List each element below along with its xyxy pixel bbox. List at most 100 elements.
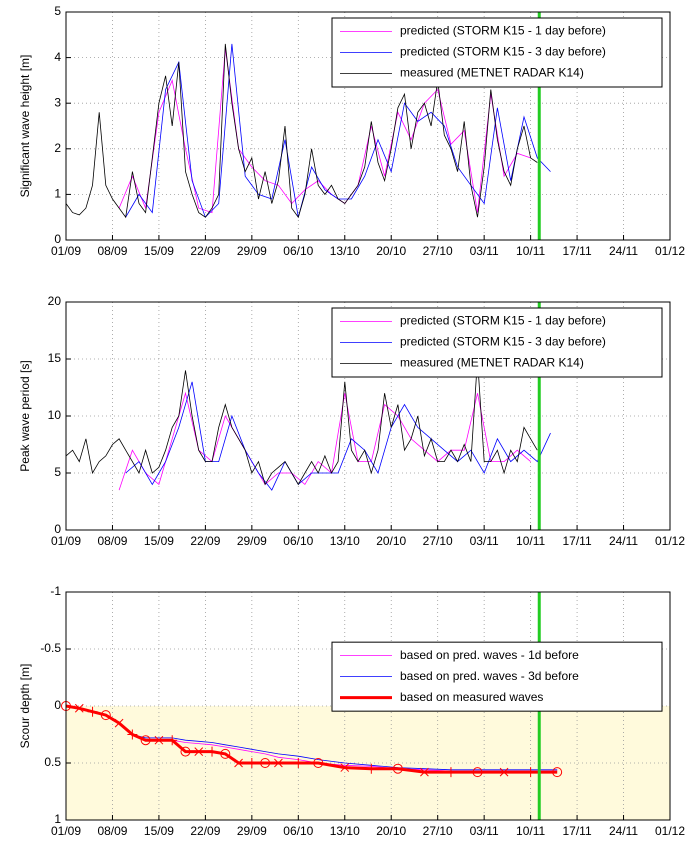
y-tick-label: 15 (48, 351, 62, 365)
x-tick-label: 08/09 (97, 534, 127, 548)
x-tick-label: 13/10 (330, 534, 360, 548)
x-tick-label: 22/09 (190, 534, 220, 548)
y-tick-label: 0 (54, 522, 61, 536)
axes-frame (65, 591, 671, 821)
x-tick-label: 15/09 (144, 824, 174, 838)
legend-label: based on pred. waves - 1d before (400, 648, 579, 662)
legend-label: predicted (STORM K15 - 3 day before) (400, 335, 606, 349)
legend-label: measured (METNET RADAR K14) (400, 66, 584, 80)
marker (127, 729, 138, 740)
series-line (65, 358, 538, 486)
y-tick-label: 3 (54, 95, 61, 109)
x-tick-label: 03/11 (470, 244, 499, 258)
y-tick-label: -1 (50, 584, 61, 598)
x-tick-label: 10/11 (516, 244, 545, 258)
x-tick-label: 29/09 (237, 244, 267, 258)
marker (154, 735, 164, 745)
x-tick-label: 22/09 (190, 244, 220, 258)
y-tick-label: 20 (48, 294, 62, 308)
marker (140, 735, 151, 746)
marker (499, 767, 509, 777)
x-tick-label: 17/11 (563, 534, 592, 548)
x-tick-label: 27/10 (423, 244, 453, 258)
y-tick-label: 4 (54, 50, 61, 64)
x-tick-label: 06/10 (283, 534, 313, 548)
legend-label: based on pred. waves - 3d before (400, 669, 579, 683)
y-tick-label: 1 (54, 187, 61, 201)
marker (472, 767, 483, 778)
marker (246, 758, 257, 768)
marker (234, 758, 243, 768)
marker (167, 735, 178, 746)
x-tick-label: 01/12 (655, 824, 685, 838)
x-tick-label: 03/11 (470, 824, 499, 838)
marker (180, 746, 191, 757)
y-tick-label: 0 (54, 232, 61, 246)
y-tick-label: 0 (54, 698, 61, 712)
marker (420, 767, 429, 777)
x-tick-label: 29/09 (237, 534, 267, 548)
y-tick-label: -0.5 (40, 641, 61, 655)
x-tick-label: 17/11 (563, 824, 592, 838)
x-tick-label: 01/09 (51, 244, 81, 258)
marker (207, 746, 218, 757)
x-tick-label: 27/10 (423, 824, 453, 838)
legend-label: predicted (STORM K15 - 3 day before) (400, 45, 606, 59)
x-tick-label: 01/09 (51, 534, 81, 548)
marker (260, 758, 271, 768)
x-tick-label: 20/10 (376, 244, 406, 258)
marker (525, 767, 536, 778)
marker (220, 748, 231, 759)
y-axis-label: Peak wave period [s] (18, 360, 32, 471)
marker (114, 718, 124, 728)
marker (74, 703, 84, 713)
x-tick-label: 03/11 (470, 534, 499, 548)
x-tick-label: 17/11 (563, 244, 592, 258)
y-tick-label: 1 (54, 812, 61, 826)
series-line (118, 48, 531, 214)
x-tick-label: 29/09 (237, 824, 267, 838)
marker (100, 710, 111, 721)
legend-label: based on measured waves (400, 690, 543, 704)
marker (366, 763, 377, 774)
x-tick-label: 20/10 (376, 824, 406, 838)
marker (313, 758, 324, 768)
x-tick-label: 01/12 (655, 244, 685, 258)
x-tick-label: 24/11 (609, 824, 638, 838)
series-line (65, 704, 558, 774)
x-tick-label: 01/09 (51, 824, 81, 838)
marker (87, 706, 98, 717)
x-tick-label: 20/10 (376, 534, 406, 548)
marker (445, 767, 456, 778)
legend-label: predicted (STORM K15 - 1 day before) (400, 24, 606, 38)
marker (340, 763, 350, 772)
series-line (65, 43, 538, 219)
series-line (125, 381, 551, 491)
x-tick-label: 10/11 (516, 824, 545, 838)
x-tick-label: 08/09 (97, 824, 127, 838)
x-tick-label: 24/11 (609, 534, 638, 548)
x-tick-label: 22/09 (190, 824, 220, 838)
y-axis-label: Significant wave height [m] (18, 55, 32, 198)
y-tick-label: 5 (54, 465, 61, 479)
y-tick-label: 0.5 (44, 755, 61, 769)
marker (392, 763, 403, 774)
axes-frame (65, 11, 671, 241)
y-tick-label: 2 (54, 141, 61, 155)
x-tick-label: 08/09 (97, 244, 127, 258)
x-tick-label: 13/10 (330, 824, 360, 838)
legend-label: measured (METNET RADAR K14) (400, 356, 584, 370)
marker (194, 747, 204, 756)
y-tick-label: 5 (54, 4, 61, 18)
shaded-region (66, 706, 670, 820)
x-tick-label: 27/10 (423, 534, 453, 548)
x-tick-label: 15/09 (144, 244, 174, 258)
x-tick-label: 24/11 (609, 244, 638, 258)
x-tick-label: 06/10 (283, 824, 313, 838)
x-tick-label: 13/10 (330, 244, 360, 258)
y-tick-label: 10 (48, 408, 62, 422)
x-tick-label: 01/12 (655, 534, 685, 548)
legend-label: predicted (STORM K15 - 1 day before) (400, 314, 606, 328)
y-axis-label: Scour depth [m] (18, 664, 32, 749)
